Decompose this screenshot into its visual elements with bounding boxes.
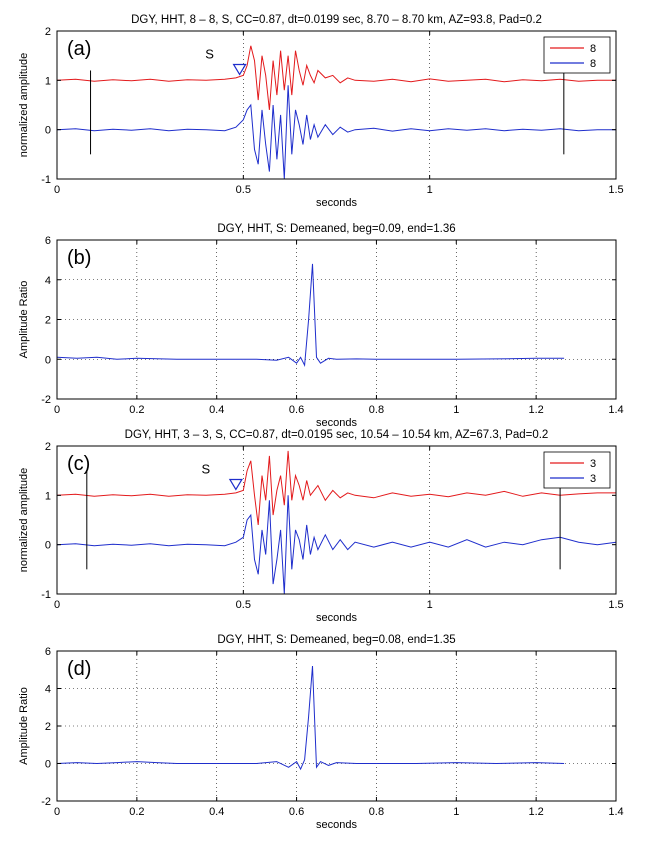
panel-label: (c) xyxy=(67,453,90,475)
x-tick-label: 0 xyxy=(54,806,60,818)
x-tick-label: 0 xyxy=(54,599,60,611)
y-tick-label: 0 xyxy=(45,759,51,771)
y-tick-label: 1 xyxy=(45,490,51,502)
series-line-1 xyxy=(56,45,616,110)
x-tick-label: 0 xyxy=(54,184,60,196)
legend-label-2: 3 xyxy=(590,473,596,485)
y-tick-label: 0 xyxy=(45,354,51,366)
y-tick-label: 2 xyxy=(45,441,51,453)
x-tick-label: 0.8 xyxy=(369,806,384,818)
x-tick-label: 1.4 xyxy=(608,806,623,818)
chart-title: DGY, HHT, S: Demeaned, beg=0.08, end=1.3… xyxy=(217,634,455,646)
axes-frame xyxy=(56,30,617,180)
plot-area xyxy=(57,446,616,594)
y-axis-label: normalized amplitude xyxy=(18,468,30,573)
x-tick-label: 0.5 xyxy=(236,599,251,611)
x-tick-label: 1.5 xyxy=(608,184,623,196)
legend-label-2: 8 xyxy=(590,58,596,70)
y-tick-label: 1 xyxy=(45,75,51,87)
x-tick-label: 1 xyxy=(427,184,433,196)
x-tick-label: 0.6 xyxy=(289,806,304,818)
y-tick-label: -1 xyxy=(41,174,51,186)
x-tick-label: 0.2 xyxy=(129,404,144,416)
y-tick-label: 2 xyxy=(45,26,51,38)
x-tick-label: 0.4 xyxy=(209,806,224,818)
legend-label-1: 3 xyxy=(590,458,596,470)
x-tick-label: 1 xyxy=(427,599,433,611)
x-tick-label: 1.4 xyxy=(608,404,623,416)
series-line-1 xyxy=(56,450,616,525)
y-tick-label: -2 xyxy=(41,394,51,406)
phase-pick-label: S xyxy=(202,461,211,476)
legend: 88 xyxy=(543,36,611,74)
panel-label: (a) xyxy=(67,38,91,60)
x-tick-label: 0 xyxy=(54,404,60,416)
legend: 33 xyxy=(543,451,611,489)
series-line-2 xyxy=(56,495,617,595)
panel-label: (d) xyxy=(67,658,91,680)
x-tick-label: 0.5 xyxy=(236,184,251,196)
x-tick-label: 1.2 xyxy=(528,806,543,818)
legend-label-1: 8 xyxy=(590,43,596,55)
legend-box xyxy=(543,36,611,74)
series-line-1 xyxy=(56,263,565,367)
plot-area xyxy=(57,651,616,801)
legend-box xyxy=(543,451,611,489)
y-axis-label: Amplitude Ratio xyxy=(18,281,30,359)
y-tick-label: 6 xyxy=(45,646,51,658)
x-tick-label: 0.6 xyxy=(289,404,304,416)
y-tick-label: 4 xyxy=(45,275,51,287)
phase-pick-marker xyxy=(228,478,243,491)
x-tick-label: 0.8 xyxy=(369,404,384,416)
chart-title: DGY, HHT, S: Demeaned, beg=0.09, end=1.3… xyxy=(217,223,455,235)
x-tick-label: 1.5 xyxy=(608,599,623,611)
y-tick-label: 2 xyxy=(45,721,51,733)
x-axis-label: seconds xyxy=(316,612,357,624)
y-tick-label: 2 xyxy=(45,315,51,327)
plot-area xyxy=(57,31,616,179)
y-tick-label: -1 xyxy=(41,589,51,601)
y-tick-label: 0 xyxy=(45,125,51,137)
chart-title: DGY, HHT, 3 – 3, S, CC=0.87, dt=0.0195 s… xyxy=(125,429,549,441)
y-axis-label: normalized amplitude xyxy=(18,53,30,158)
x-tick-label: 1.2 xyxy=(528,404,543,416)
x-axis-label: seconds xyxy=(316,417,357,429)
y-tick-label: -2 xyxy=(41,796,51,808)
x-axis-label: seconds xyxy=(316,197,357,209)
x-tick-label: 1 xyxy=(453,404,459,416)
y-tick-label: 4 xyxy=(45,684,51,696)
phase-pick-label: S xyxy=(205,46,214,61)
x-tick-label: 1 xyxy=(453,806,459,818)
panel-label: (b) xyxy=(67,247,91,269)
axes-frame xyxy=(56,445,617,595)
x-tick-label: 0.2 xyxy=(129,806,144,818)
chart-title: DGY, HHT, 8 – 8, S, CC=0.87, dt=0.0199 s… xyxy=(131,14,542,26)
x-tick-label: 0.4 xyxy=(209,404,224,416)
plot-area xyxy=(57,240,616,399)
series-line-2 xyxy=(56,85,616,180)
series-line-1 xyxy=(56,665,565,771)
x-axis-label: seconds xyxy=(316,819,357,831)
y-tick-label: 6 xyxy=(45,235,51,247)
y-axis-label: Amplitude Ratio xyxy=(18,687,30,765)
phase-pick-marker xyxy=(232,63,247,76)
y-tick-label: 0 xyxy=(45,540,51,552)
